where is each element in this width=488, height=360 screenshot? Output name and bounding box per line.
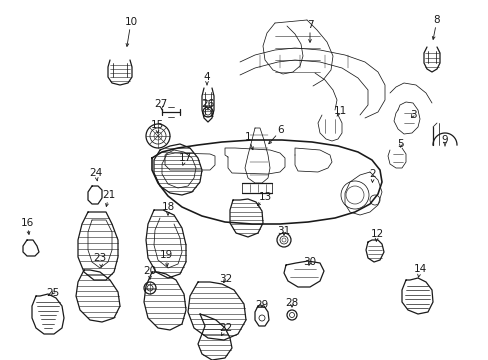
- Text: 9: 9: [441, 135, 447, 145]
- Text: 4: 4: [203, 72, 210, 82]
- Text: 32: 32: [219, 274, 232, 284]
- Text: 26: 26: [201, 99, 214, 109]
- Text: 7: 7: [306, 20, 313, 30]
- Text: 19: 19: [159, 250, 172, 260]
- Text: 17: 17: [178, 153, 191, 163]
- Text: 20: 20: [143, 266, 156, 276]
- Text: 11: 11: [333, 106, 346, 116]
- Text: 6: 6: [277, 125, 284, 135]
- Text: 13: 13: [258, 192, 271, 202]
- Text: 3: 3: [409, 110, 415, 120]
- Text: 5: 5: [397, 139, 404, 149]
- Text: 2: 2: [369, 169, 376, 179]
- Text: 15: 15: [150, 120, 163, 130]
- Text: 25: 25: [46, 288, 60, 298]
- Text: 21: 21: [102, 190, 115, 200]
- Text: 24: 24: [89, 168, 102, 178]
- Text: 12: 12: [369, 229, 383, 239]
- Text: 18: 18: [161, 202, 174, 212]
- Text: 10: 10: [124, 17, 137, 27]
- Text: 8: 8: [433, 15, 439, 25]
- Text: 23: 23: [93, 253, 106, 263]
- Text: 22: 22: [219, 323, 232, 333]
- Text: 30: 30: [303, 257, 316, 267]
- Text: 31: 31: [277, 226, 290, 236]
- Text: 27: 27: [154, 99, 167, 109]
- Text: 16: 16: [20, 218, 34, 228]
- Text: 28: 28: [285, 298, 298, 308]
- Text: 29: 29: [255, 300, 268, 310]
- Text: 1: 1: [244, 132, 251, 142]
- Text: 14: 14: [412, 264, 426, 274]
